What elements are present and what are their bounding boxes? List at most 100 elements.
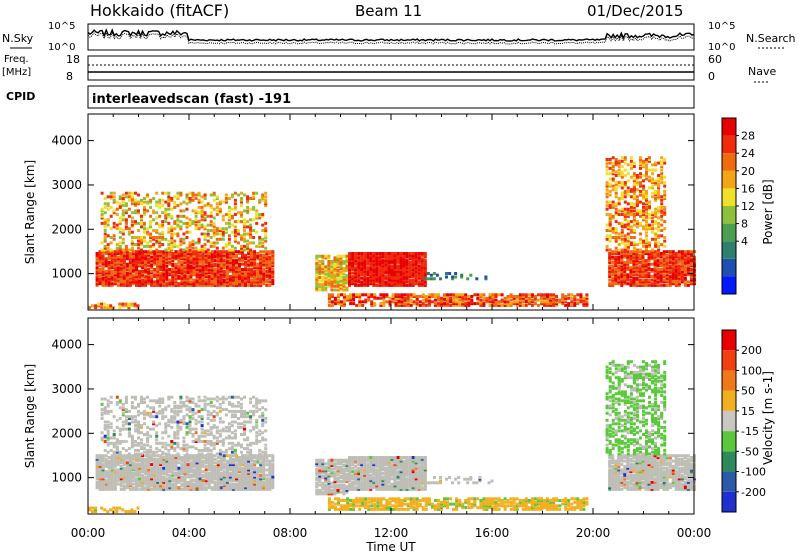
echo-cell xyxy=(340,293,343,297)
echo-cell xyxy=(110,461,114,465)
echo-cell xyxy=(131,269,135,273)
echo-cell xyxy=(500,303,504,307)
echo-cell xyxy=(629,220,633,224)
echo-cell xyxy=(210,269,214,273)
echo-cell xyxy=(135,271,138,275)
echo-cell xyxy=(632,220,636,224)
echo-cell xyxy=(130,243,134,247)
echo-cell xyxy=(608,236,612,239)
echo-cell xyxy=(552,300,556,304)
echo-cell xyxy=(113,271,117,275)
echo-cell xyxy=(238,283,241,287)
echo-cell xyxy=(98,464,102,468)
echo-cell xyxy=(648,216,651,220)
echo-cell xyxy=(378,262,382,266)
echo-cell xyxy=(162,276,166,280)
echo-cell xyxy=(183,280,187,284)
echo-cell xyxy=(140,221,143,225)
echo-cell xyxy=(396,260,400,264)
echo-cell xyxy=(204,255,208,259)
echo-cell xyxy=(209,214,213,218)
echo-cell xyxy=(608,218,612,222)
echo-cell xyxy=(381,269,385,273)
echo-cell xyxy=(116,266,120,270)
echo-cell xyxy=(686,255,690,259)
echo-cell xyxy=(506,300,510,304)
echo-cell xyxy=(605,200,609,204)
echo-cell xyxy=(250,473,254,477)
echo-cell xyxy=(138,482,141,486)
echo-cell xyxy=(159,273,163,277)
echo-cell xyxy=(259,275,263,279)
echo-cell xyxy=(632,266,636,270)
echo-cell xyxy=(659,252,663,255)
echo-cell xyxy=(668,259,672,263)
echo-cell xyxy=(629,282,633,286)
echo-cell xyxy=(617,273,621,277)
echo-cell xyxy=(153,259,157,263)
echo-cell xyxy=(135,257,138,261)
echo-cell xyxy=(183,486,187,490)
echo-cell xyxy=(100,221,104,225)
echo-cell xyxy=(467,300,471,304)
echo-cell xyxy=(671,276,675,280)
echo-cell xyxy=(146,230,150,234)
echo-cell xyxy=(233,239,237,243)
echo-cell xyxy=(638,255,642,259)
echo-cell xyxy=(397,302,401,306)
echo-cell xyxy=(268,257,272,261)
echo-cell xyxy=(638,282,642,286)
echo-cell xyxy=(632,250,636,254)
echo-cell xyxy=(433,302,437,306)
echo-cell xyxy=(135,253,138,257)
echo-cell xyxy=(443,293,446,297)
echo-cell xyxy=(130,195,134,199)
echo-cell xyxy=(235,475,238,479)
echo-cell xyxy=(156,477,160,481)
echo-cell xyxy=(107,282,111,286)
echo-cell xyxy=(107,268,111,271)
echo-cell xyxy=(231,473,235,477)
echo-cell xyxy=(642,213,645,216)
echo-cell xyxy=(135,466,138,470)
echo-cell xyxy=(101,479,105,483)
echo-cell xyxy=(198,459,202,463)
echo-cell xyxy=(183,461,187,465)
echo-cell xyxy=(500,298,504,302)
echo-cell xyxy=(247,259,251,263)
echo-cell xyxy=(345,281,349,285)
echo-cell xyxy=(207,480,211,484)
echo-cell xyxy=(100,431,104,435)
echo-cell xyxy=(632,252,636,255)
echo-cell xyxy=(147,461,151,465)
echo-cell xyxy=(639,221,642,225)
echo-cell xyxy=(677,255,681,259)
echo-cell xyxy=(360,255,364,259)
echo-cell xyxy=(180,463,184,467)
echo-cell xyxy=(408,273,412,277)
echo-cell xyxy=(391,293,395,297)
echo-cell xyxy=(662,275,666,279)
echo-cell xyxy=(671,269,675,273)
echo-cell xyxy=(144,276,148,280)
echo-cell xyxy=(153,479,157,483)
echo-cell xyxy=(210,282,214,286)
echo-cell xyxy=(400,293,404,297)
echo-cell xyxy=(116,275,120,279)
echo-cell xyxy=(109,395,113,399)
echo-cell xyxy=(155,229,159,232)
echo-cell xyxy=(186,487,190,491)
echo-cell xyxy=(125,271,129,275)
echo-cell xyxy=(164,248,168,252)
echo-cell xyxy=(567,293,571,297)
echo-cell xyxy=(95,468,99,472)
echo-cell xyxy=(141,461,144,465)
echo-cell xyxy=(165,264,169,268)
echo-cell xyxy=(180,268,184,271)
echo-cell xyxy=(174,257,178,261)
echo-cell xyxy=(424,300,428,304)
echo-cell xyxy=(262,268,266,271)
echo-cell xyxy=(131,482,135,486)
echo-cell xyxy=(137,239,140,243)
echo-cell xyxy=(131,486,135,490)
